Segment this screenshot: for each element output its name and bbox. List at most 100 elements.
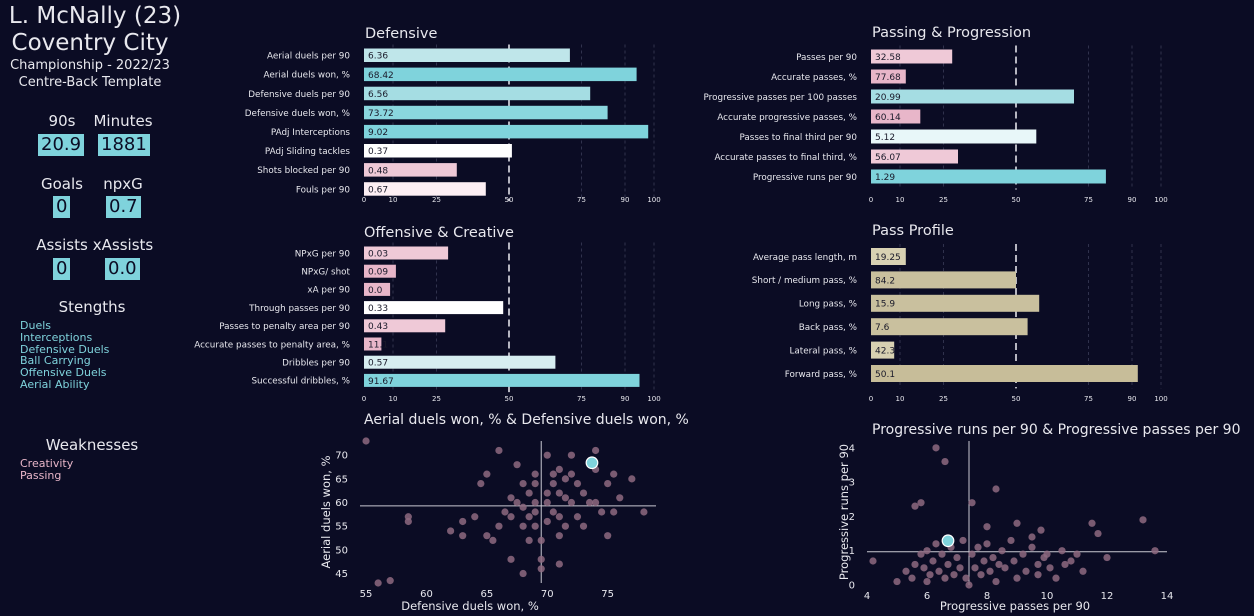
scatter-point [1151,547,1159,555]
bar-value-label: 60.14 [875,113,901,123]
bar-value-label: 11.1 [368,340,388,350]
bar-value-label: 6.56 [368,90,388,100]
bar-category-label: Dribbles per 90 [282,359,350,369]
bar-value-label: 56.07 [875,153,901,163]
scatter-point [543,498,551,507]
bar-category-label: Defensive duels per 90 [248,90,350,100]
scatter-point [1040,553,1048,562]
bar [871,318,1028,336]
scatter-point [525,513,533,521]
x-tick-label: 90 [1128,395,1137,403]
scatter-point [579,489,588,497]
bar-category-label: Back pass, % [799,323,857,333]
scatter-point [935,567,943,575]
bar-value-label: 0.67 [368,185,388,195]
scatter-point [573,480,582,488]
bar [364,182,486,196]
goals-value: 0 [53,196,71,218]
bar [871,248,906,265]
scatter-point [513,461,521,469]
scatter-point [459,532,467,540]
scatter-point [610,508,618,516]
scatter-point [1139,516,1147,524]
scatter-point [977,571,985,579]
scatter-point [893,577,901,586]
bar-value-label: 0.09 [368,268,388,278]
scatter-point [1046,564,1054,572]
minutes-label: Minutes [93,112,153,130]
bar-chart-title: Pass Profile [872,223,954,239]
y-tick-label: 4 [849,443,855,454]
scatter-point [591,446,600,455]
bar-category-label: Lateral pass, % [790,346,858,356]
scatter-point [1019,550,1027,558]
x-tick-label: 100 [647,395,660,403]
bar-category-label: Aerial duels per 90 [267,52,350,62]
scatter-point [543,451,551,459]
scatter-point [543,489,551,497]
scatter-title: Progressive runs per 90 & Progressive pa… [872,422,1240,438]
x-tick-label: 10 [896,395,905,403]
scatter-point [968,550,976,558]
scatter-point [911,502,919,510]
xassists-label: xAssists [92,236,154,254]
scatter-point [869,557,877,565]
x-tick-label: 100 [647,196,660,204]
npxg-value: 0.7 [106,196,141,218]
scatter-point [579,522,588,530]
scatter-point [549,508,557,516]
bar-value-label: 32.58 [875,53,901,63]
bar-value-label: 68.42 [368,71,394,81]
bar [364,301,504,315]
x-tick-label: 75 [577,395,586,403]
x-tick-label: 50 [505,196,514,204]
scatter-point [549,480,557,488]
x-tick-label: 70 [541,589,554,600]
scatter-point [598,508,606,516]
scatter-point [932,444,940,452]
x-tick-label: 50 [1012,395,1021,403]
bar-category-label: Average pass length, m [753,253,857,263]
scatter-point [555,513,563,521]
scatter-point [1013,574,1021,582]
assists-value: 0 [53,258,71,280]
bar-value-label: 0.48 [368,166,388,176]
bar-category-label: Progressive passes per 100 passes [704,93,858,103]
bar-value-label: 0.0 [368,286,383,296]
scatter-point [549,470,557,478]
scatter-point [923,547,931,555]
scatter-point [968,499,976,507]
bar [871,89,1074,104]
bar-chart-title: Passing & Progression [872,25,1031,41]
x-tick-label: 10 [896,196,905,204]
bar-value-label: 42.3 [875,347,895,357]
scatter-point [447,527,455,535]
highlight-point [585,456,599,470]
bar-value-label: 0.33 [368,304,388,314]
scatter-point [483,470,491,478]
bar-category-label: Long pass, % [799,300,857,310]
scatter-point [1007,536,1015,545]
x-tick-label: 0 [869,196,873,204]
x-tick-label: 25 [432,196,441,204]
scatter-point [604,532,612,540]
strengths-list: Duels Interceptions Defensive Duels Ball… [20,320,109,391]
scatter-point [938,550,946,558]
scatter-point [531,470,539,478]
scatter-point [507,494,515,502]
scatter-point [495,446,503,455]
x-tick-label: 100 [1154,395,1167,403]
x-tick-label: 14 [1161,591,1174,602]
bar-category-label: Accurate passes to penalty area, % [194,340,350,350]
bar [364,105,608,120]
bar [871,49,953,64]
bar-value-label: 7.6 [875,323,890,333]
scatter-point [537,555,545,563]
scatter-point [573,513,582,521]
bar [871,129,1037,144]
scatter-point [404,517,412,526]
scatter-point [1088,519,1096,527]
bar-category-label: Fouls per 90 [296,185,351,195]
weakness-item: Creativity [20,457,74,470]
